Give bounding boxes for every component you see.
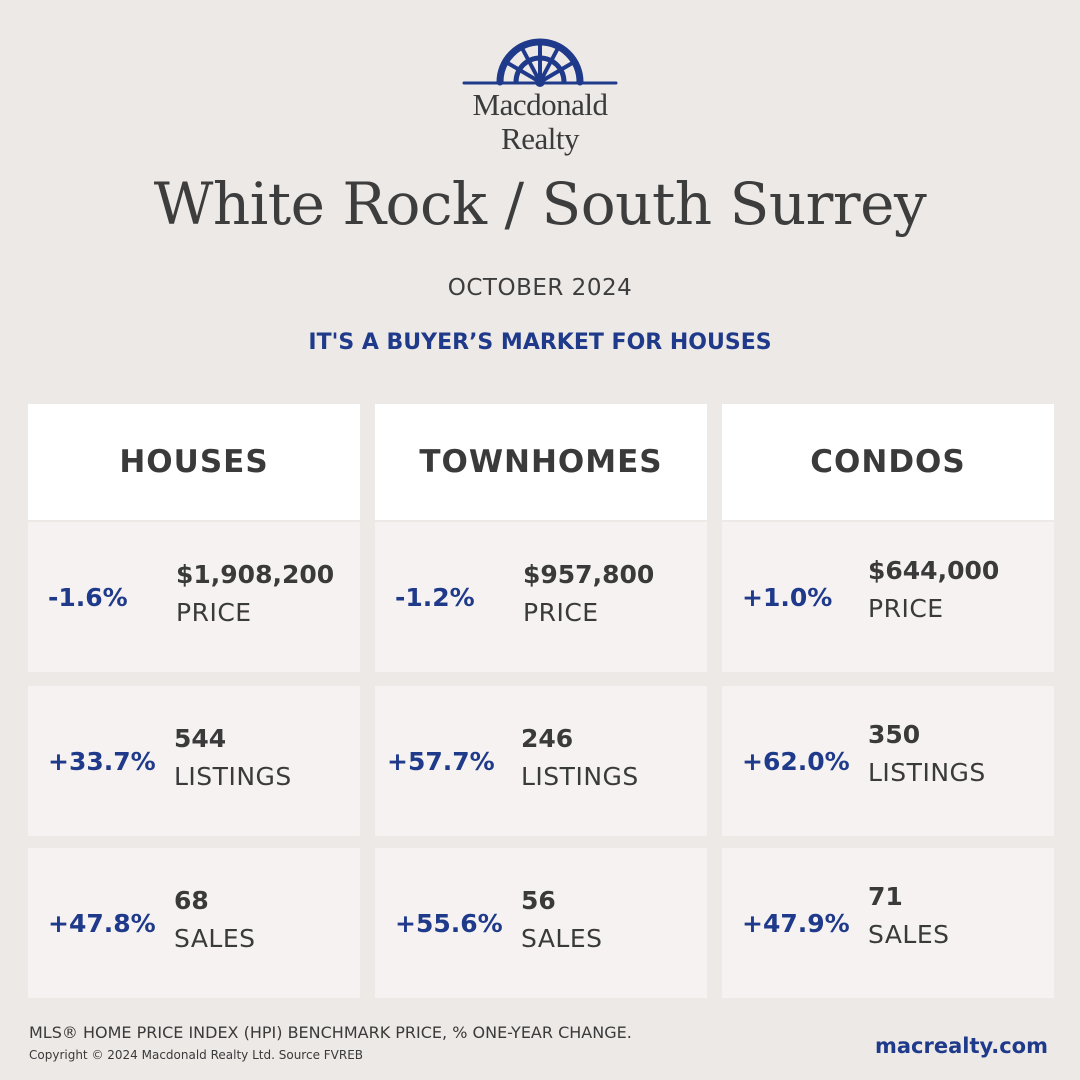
listings-label: LISTINGS bbox=[521, 762, 639, 791]
price-change: +1.0% bbox=[742, 582, 833, 612]
price-change: -1.6% bbox=[48, 582, 128, 612]
listings-change: +62.0% bbox=[742, 746, 850, 776]
page-title: White Rock / South Surrey bbox=[153, 170, 927, 238]
price-value: $1,908,200 bbox=[176, 560, 335, 589]
price-value: $957,800 bbox=[523, 560, 655, 589]
market-tagline: IT'S A BUYER’S MARKET FOR HOUSES bbox=[308, 330, 772, 355]
report-date: OCTOBER 2024 bbox=[447, 275, 633, 301]
listings-change: +33.7% bbox=[48, 746, 156, 776]
price-card: +1.0% $644,000 PRICE bbox=[722, 522, 1054, 672]
price-card: -1.2% $957,800 PRICE bbox=[375, 522, 707, 672]
listings-change: +57.7% bbox=[387, 746, 495, 776]
price-label: PRICE bbox=[176, 598, 252, 627]
sales-label: SALES bbox=[521, 924, 603, 953]
condos-column: CONDOS +1.0% $644,000 PRICE +62.0% 350 L… bbox=[722, 404, 1054, 998]
price-change: -1.2% bbox=[395, 582, 475, 612]
column-header: TOWNHOMES bbox=[375, 404, 707, 520]
column-header: HOUSES bbox=[28, 404, 360, 520]
price-label: PRICE bbox=[523, 598, 599, 627]
listings-card: +33.7% 544 LISTINGS bbox=[28, 686, 360, 836]
listings-label: LISTINGS bbox=[174, 762, 292, 791]
sales-card: +55.6% 56 SALES bbox=[375, 848, 707, 998]
price-value: $644,000 bbox=[868, 556, 1000, 585]
sales-label: SALES bbox=[868, 920, 950, 949]
townhomes-column: TOWNHOMES -1.2% $957,800 PRICE +57.7% 24… bbox=[375, 404, 707, 998]
listings-card: +62.0% 350 LISTINGS bbox=[722, 686, 1054, 836]
houses-column: HOUSES -1.6% $1,908,200 PRICE +33.7% 544… bbox=[28, 404, 360, 998]
listings-card: +57.7% 246 LISTINGS bbox=[375, 686, 707, 836]
listings-value: 544 bbox=[174, 724, 227, 753]
sunburst-arch-logo-icon bbox=[462, 38, 618, 87]
listings-label: LISTINGS bbox=[868, 758, 986, 787]
column-header: CONDOS bbox=[722, 404, 1054, 520]
brand-logo: Macdonald Realty bbox=[0, 38, 1080, 156]
sales-card: +47.8% 68 SALES bbox=[28, 848, 360, 998]
sales-change: +55.6% bbox=[395, 908, 503, 938]
listings-value: 350 bbox=[868, 720, 921, 749]
hpi-footnote: MLS® HOME PRICE INDEX (HPI) BENCHMARK PR… bbox=[29, 1023, 632, 1042]
price-label: PRICE bbox=[868, 594, 944, 623]
price-card: -1.6% $1,908,200 PRICE bbox=[28, 522, 360, 672]
brand-name-line1: Macdonald bbox=[472, 87, 608, 122]
sales-change: +47.9% bbox=[742, 908, 850, 938]
copyright-text: Copyright © 2024 Macdonald Realty Ltd. S… bbox=[29, 1048, 364, 1062]
sales-value: 56 bbox=[521, 886, 556, 915]
website-link[interactable]: macrealty.com bbox=[874, 1034, 1048, 1058]
sales-label: SALES bbox=[174, 924, 256, 953]
sales-value: 71 bbox=[868, 882, 903, 911]
sales-value: 68 bbox=[174, 886, 209, 915]
listings-value: 246 bbox=[521, 724, 574, 753]
brand-name-line2: Realty bbox=[501, 121, 579, 156]
sales-change: +47.8% bbox=[48, 908, 156, 938]
sales-card: +47.9% 71 SALES bbox=[722, 848, 1054, 998]
